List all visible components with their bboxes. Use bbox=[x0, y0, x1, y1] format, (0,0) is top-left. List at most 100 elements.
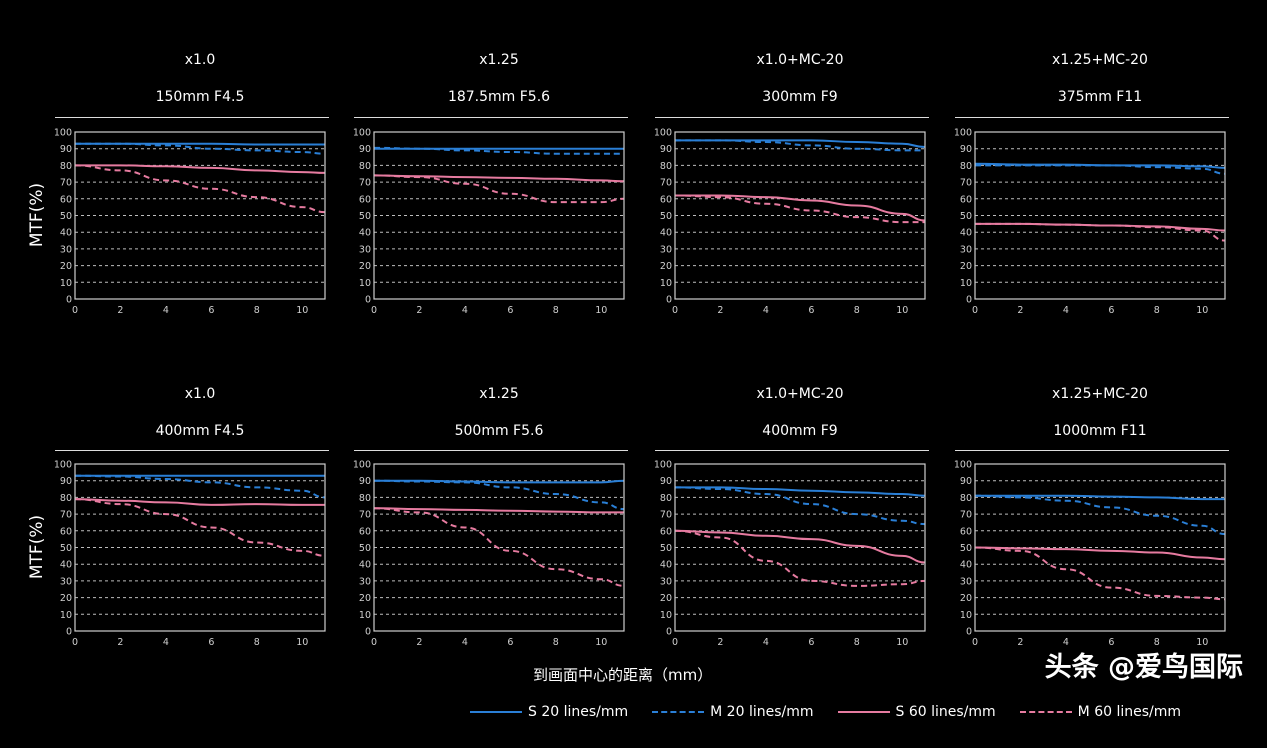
series-line-s-20-lines-mm bbox=[675, 486, 926, 497]
x-tick-label: 2 bbox=[117, 305, 123, 316]
y-tick-label: 70 bbox=[359, 178, 371, 189]
series-line-s-20-lines-mm bbox=[974, 162, 1226, 169]
y-tick-label: 40 bbox=[960, 560, 972, 571]
series-line-s-60-lines-mm bbox=[675, 194, 926, 222]
legend-swatch bbox=[1019, 711, 1072, 713]
y-tick-label: 50 bbox=[660, 211, 672, 222]
x-tick-label: 2 bbox=[717, 305, 723, 316]
x-tick-label: 6 bbox=[507, 637, 513, 648]
watermark: 头条 @爱鸟国际 bbox=[1044, 652, 1243, 683]
y-tick-label: 60 bbox=[359, 194, 371, 205]
y-tick-label: 20 bbox=[660, 261, 672, 272]
series-line-s-20-lines-mm bbox=[974, 494, 1225, 501]
series-line-s-20-lines-mm bbox=[74, 142, 325, 146]
y-tick-label: 40 bbox=[60, 228, 72, 239]
legend-label: M 20 lines/mm bbox=[710, 704, 814, 720]
x-tick-label: 4 bbox=[163, 305, 169, 316]
y-tick-label: 80 bbox=[960, 161, 972, 172]
x-tick-label: 0 bbox=[672, 637, 678, 648]
legend-swatch bbox=[470, 711, 522, 713]
title-underline bbox=[354, 450, 628, 451]
chart-subtitle: 400mm F9 bbox=[762, 423, 838, 439]
chart-subtitle: 150mm F4.5 bbox=[155, 89, 245, 105]
title-underline bbox=[55, 450, 329, 451]
y-tick-label: 50 bbox=[359, 211, 371, 222]
y-tick-label: 0 bbox=[966, 295, 972, 306]
x-tick-label: 8 bbox=[854, 305, 860, 316]
x-tick-label: 2 bbox=[717, 637, 723, 648]
x-tick-label: 2 bbox=[416, 305, 422, 316]
y-tick-label: 100 bbox=[954, 128, 972, 139]
x-tick-label: 6 bbox=[1108, 637, 1114, 648]
y-tick-label: 40 bbox=[660, 228, 672, 239]
legend-label: S 20 lines/mm bbox=[528, 704, 629, 720]
y-tick-label: 70 bbox=[660, 510, 672, 521]
chart-title: x1.25 bbox=[479, 386, 519, 402]
y-tick-label: 30 bbox=[60, 576, 72, 587]
y-tick-label: 30 bbox=[60, 244, 72, 255]
y-tick-label: 100 bbox=[353, 460, 371, 471]
y-tick-label: 80 bbox=[359, 161, 371, 172]
x-tick-label: 4 bbox=[1063, 305, 1069, 316]
legend-item-s20: S 20 lines/mm bbox=[470, 704, 628, 720]
chart-subtitle: 187.5mm F5.6 bbox=[447, 89, 551, 105]
plot-frame bbox=[674, 131, 926, 300]
y-tick-label: 30 bbox=[960, 576, 972, 587]
title-underline bbox=[955, 117, 1229, 118]
x-tick-label: 6 bbox=[208, 305, 214, 316]
y-tick-label: 70 bbox=[359, 510, 371, 521]
y-tick-label: 10 bbox=[960, 278, 972, 289]
y-tick-label: 90 bbox=[60, 476, 72, 487]
y-tick-label: 70 bbox=[960, 178, 972, 189]
y-tick-label: 10 bbox=[359, 610, 371, 621]
legend-item-m20: M 20 lines/mm bbox=[652, 704, 814, 720]
y-tick-label: 100 bbox=[54, 460, 72, 471]
y-tick-label: 60 bbox=[60, 526, 72, 537]
x-tick-label: 2 bbox=[117, 637, 123, 648]
legend-item-m60: M 60 lines/mm bbox=[1019, 704, 1181, 720]
y-tick-label: 90 bbox=[60, 144, 72, 155]
x-tick-label: 8 bbox=[854, 637, 860, 648]
y-tick-label: 100 bbox=[654, 460, 672, 471]
y-tick-label: 20 bbox=[60, 261, 72, 272]
y-tick-label: 0 bbox=[666, 295, 672, 306]
x-tick-label: 0 bbox=[371, 637, 377, 648]
y-tick-label: 0 bbox=[966, 627, 972, 638]
y-tick-label: 90 bbox=[960, 144, 972, 155]
x-tick-label: 4 bbox=[763, 305, 769, 316]
plot-frame bbox=[373, 463, 625, 632]
series-line-s-60-lines-mm bbox=[74, 498, 325, 506]
title-underline bbox=[655, 117, 929, 118]
legend-item-s60: S 60 lines/mm bbox=[837, 704, 996, 720]
x-tick-label: 6 bbox=[1108, 305, 1114, 316]
series-line-m-20-lines-mm bbox=[373, 479, 625, 511]
y-tick-label: 0 bbox=[66, 295, 72, 306]
y-axis-label-bottom: MTF(%) bbox=[27, 514, 47, 580]
legend-swatch bbox=[652, 711, 705, 713]
y-tick-label: 90 bbox=[960, 476, 972, 487]
y-tick-label: 40 bbox=[359, 228, 371, 239]
y-tick-label: 90 bbox=[660, 476, 672, 487]
x-axis-label: 到画面中心的距离（mm） bbox=[533, 666, 713, 684]
chart-subtitle: 300mm F9 bbox=[762, 89, 838, 105]
x-tick-label: 10 bbox=[595, 305, 607, 316]
legend: S 20 lines/mm M 20 lines/mm S 60 lines/m… bbox=[470, 704, 1181, 720]
chart-title: x1.25+MC-20 bbox=[1052, 386, 1148, 402]
x-tick-label: 8 bbox=[553, 637, 559, 648]
x-tick-label: 6 bbox=[208, 637, 214, 648]
series-line-s-60-lines-mm bbox=[373, 507, 624, 514]
y-tick-label: 30 bbox=[960, 244, 972, 255]
y-tick-label: 60 bbox=[660, 194, 672, 205]
y-tick-label: 80 bbox=[359, 493, 371, 504]
x-tick-label: 2 bbox=[416, 637, 422, 648]
y-tick-label: 20 bbox=[660, 593, 672, 604]
x-tick-label: 6 bbox=[808, 637, 814, 648]
series-line-m-20-lines-mm bbox=[975, 164, 1226, 175]
x-tick-label: 4 bbox=[462, 305, 468, 316]
x-tick-label: 10 bbox=[1196, 305, 1208, 316]
legend-label: S 60 lines/mm bbox=[895, 704, 996, 720]
